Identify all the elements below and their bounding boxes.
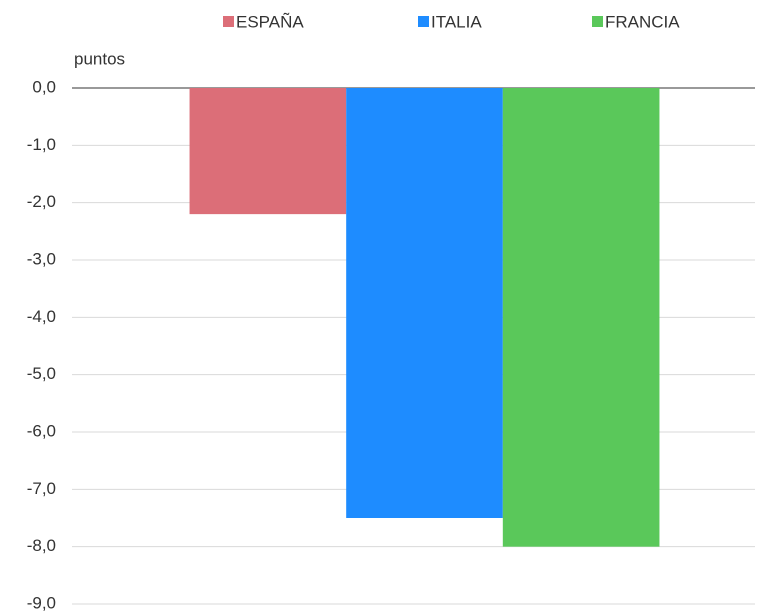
y-axis-label: puntos: [74, 49, 125, 68]
y-tick-label: -8,0: [27, 536, 56, 555]
y-tick-label: -5,0: [27, 364, 56, 383]
y-tick-label: 0,0: [32, 77, 56, 96]
bar: [502, 88, 660, 547]
y-tick-label: -9,0: [27, 593, 56, 612]
legend-label: ITALIA: [431, 12, 482, 31]
y-tick-label: -6,0: [27, 421, 56, 440]
bar: [346, 88, 503, 518]
y-tick-label: -2,0: [27, 192, 56, 211]
legend-label: FRANCIA: [605, 12, 680, 31]
legend-swatch: [592, 16, 603, 27]
y-tick-label: -4,0: [27, 307, 56, 326]
legend-label: ESPAÑA: [236, 12, 304, 31]
y-tick-label: -3,0: [27, 249, 56, 268]
y-tick-label: -1,0: [27, 135, 56, 154]
bar: [189, 88, 347, 215]
legend-swatch: [223, 16, 234, 27]
y-tick-label: -7,0: [27, 479, 56, 498]
legend-swatch: [418, 16, 429, 27]
